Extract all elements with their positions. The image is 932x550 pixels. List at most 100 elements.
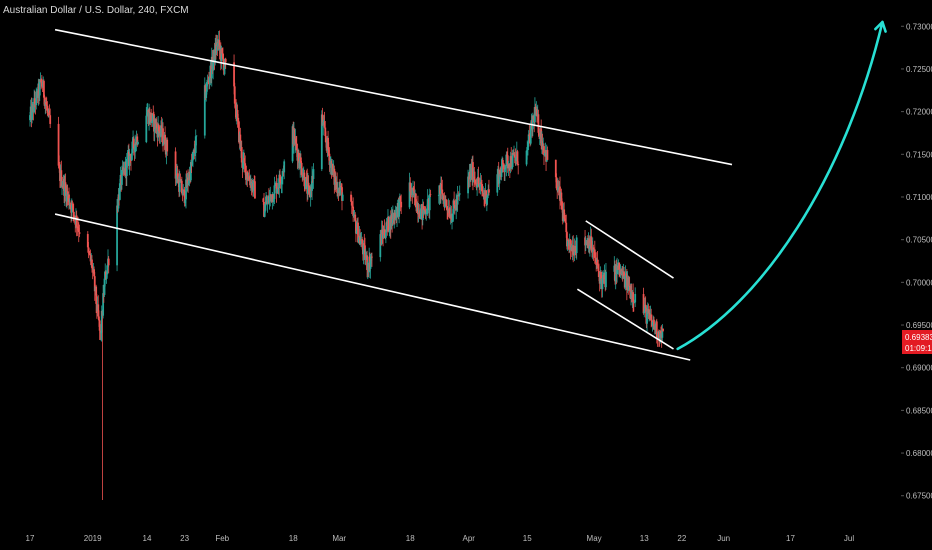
candle-body (446, 206, 449, 210)
candle-body (575, 237, 578, 254)
candle-body (473, 176, 476, 180)
candle-body (409, 182, 412, 192)
candle-body (515, 156, 518, 161)
candle-body (355, 220, 357, 234)
candle-body (506, 155, 509, 169)
candle-body (305, 177, 308, 179)
candle-body (45, 101, 47, 105)
candle-body (264, 204, 267, 211)
candle-body (91, 259, 93, 269)
candle-body (306, 182, 309, 194)
candle-body (131, 141, 134, 154)
time-axis[interactable]: 17 2019 14 23 Feb 18 Mar 18 Apr 15 May 13 22 Jun 17 Jul (26, 534, 855, 543)
candle-body (72, 211, 75, 217)
candle-body (215, 42, 218, 53)
candle-body (633, 302, 636, 304)
wedge-upper-trendline[interactable] (585, 220, 674, 279)
candle-body (134, 143, 137, 153)
candle-body (546, 150, 549, 160)
candle-body (483, 193, 485, 198)
candle-body (541, 141, 544, 150)
candle-body (295, 138, 297, 144)
candle-body (325, 136, 327, 143)
candle-body (555, 177, 558, 189)
candle-body (195, 135, 198, 137)
candle-body (660, 330, 662, 334)
projection-curve[interactable] (676, 20, 884, 351)
candle-body (573, 254, 575, 256)
candle-body (194, 136, 197, 153)
upper-channel-trendline[interactable] (54, 28, 733, 166)
drawing-layer[interactable] (54, 20, 887, 361)
time-axis-label: 22 (677, 534, 686, 543)
candle-body (384, 232, 387, 238)
candle-body (192, 153, 194, 161)
candle-body (388, 230, 391, 232)
candle-body (596, 259, 599, 266)
candle-body (204, 85, 207, 98)
candle-body (387, 216, 390, 232)
candle-body (441, 189, 444, 200)
candle-body (357, 222, 359, 243)
candle-body (600, 271, 602, 279)
candle-body (448, 208, 451, 217)
candle-body (485, 197, 488, 205)
candle-body (146, 112, 148, 116)
candle-body (566, 239, 569, 247)
candle-body (624, 275, 627, 288)
candle-body (89, 254, 92, 262)
candle-body (414, 193, 417, 208)
candle-body (100, 310, 103, 333)
candle-body (58, 165, 61, 168)
candle-body (584, 237, 586, 246)
time-axis-label: 23 (180, 534, 189, 543)
candle-body (598, 271, 600, 273)
candle-body (300, 157, 302, 163)
time-axis-label: 15 (523, 534, 532, 543)
candle-body (597, 265, 600, 272)
candle-body (86, 234, 89, 248)
candle-body (644, 304, 646, 312)
candle-body (423, 209, 426, 211)
candle-body (137, 142, 139, 145)
candle-body (429, 194, 432, 196)
candle-body (121, 169, 123, 185)
candle-body (132, 138, 135, 149)
candle-body (628, 285, 630, 291)
wedge-lower-trendline[interactable] (576, 288, 674, 350)
candle-body (655, 321, 658, 338)
time-axis-label: 17 (26, 534, 35, 543)
candle-body (627, 277, 630, 291)
candle-body (178, 179, 181, 192)
candle-body (182, 189, 185, 196)
candle-body (618, 262, 621, 270)
candle-body (592, 247, 595, 252)
candle-body (455, 200, 458, 211)
candle-body (281, 176, 284, 184)
candle-body (103, 278, 106, 295)
candle-body (324, 127, 327, 137)
candle-body (634, 294, 637, 303)
candle-body (486, 195, 489, 198)
candle-body (252, 180, 255, 191)
candle-body (272, 198, 275, 202)
candle-body (352, 215, 355, 216)
lower-channel-trendline[interactable] (54, 213, 691, 361)
candle-body (279, 174, 281, 182)
candle-body (308, 186, 311, 192)
candle-body (350, 201, 353, 206)
candle-body (150, 121, 153, 123)
price-axis-label: 0.67500 (906, 492, 932, 501)
candle-body (355, 230, 358, 234)
candle-body (174, 151, 177, 179)
candle-body (561, 205, 563, 210)
candle-body (73, 216, 76, 218)
candle-body (269, 194, 272, 198)
candle-body (275, 182, 278, 194)
candle-body (35, 91, 38, 106)
